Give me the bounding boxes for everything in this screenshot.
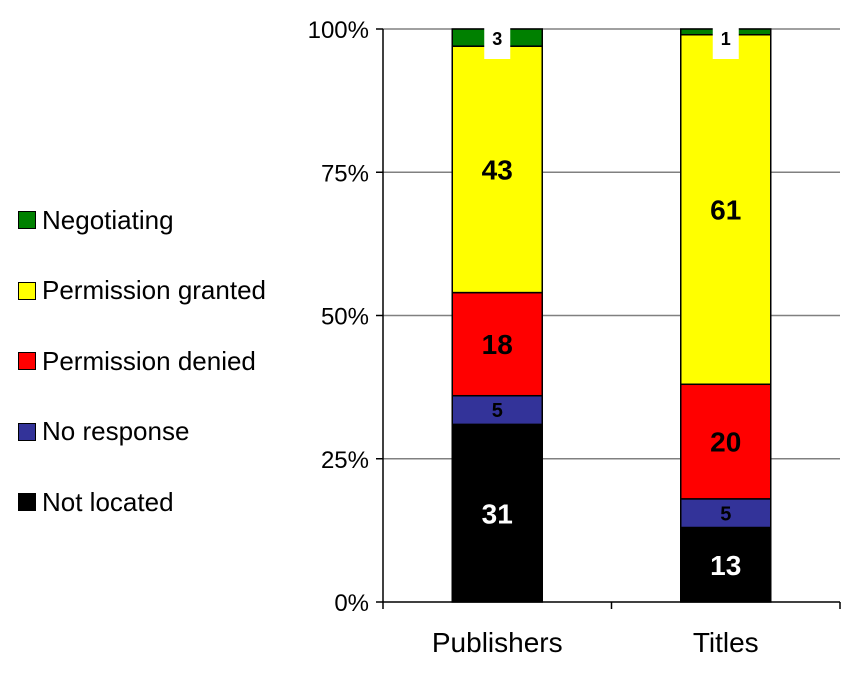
bar-segment-not-located — [451, 423, 543, 603]
legend-swatch — [18, 493, 36, 511]
legend-label: Negotiating — [42, 204, 174, 235]
x-category-label: Publishers — [432, 627, 563, 658]
legend-swatch — [18, 422, 36, 441]
bar-segment-permission-granted — [451, 45, 543, 294]
data-label-background — [484, 27, 511, 59]
legend-label: Permission denied — [42, 345, 256, 376]
y-tick-label: 75% — [321, 160, 369, 187]
data-label: 3 — [492, 29, 502, 49]
bar-segment-permission-denied — [680, 383, 772, 500]
y-axis-ticks: 0% 25% 50% 75% 100% — [308, 17, 383, 617]
data-label: 61 — [710, 195, 741, 226]
data-label: 1 — [721, 29, 731, 49]
legend-swatch — [18, 352, 36, 370]
y-tick-label: 100% — [308, 17, 369, 44]
data-label: 43 — [482, 154, 513, 185]
data-label: 13 — [710, 550, 741, 581]
legend-label: No response — [42, 416, 190, 446]
data-label: 5 — [720, 503, 731, 525]
bar-segment-permission-granted — [680, 33, 772, 386]
legend-label: Permission granted — [42, 275, 266, 305]
data-label-background — [712, 27, 739, 59]
legend-swatch — [18, 211, 36, 229]
bars: 31 5 18 43 3 13 5 20 61 1 — [451, 27, 772, 603]
legend-item-permission-denied: Permission denied — [18, 346, 256, 376]
legend-item-not-located: Not located — [18, 487, 174, 517]
legend-item-negotiating: Negotiating — [18, 205, 174, 235]
legend-item-permission-granted: Permission granted — [18, 275, 266, 306]
bar-segment-no-response — [451, 394, 543, 426]
y-tick-label: 25% — [321, 447, 369, 474]
x-category-label: Titles — [693, 627, 759, 658]
data-label: 18 — [482, 329, 513, 360]
data-label: 5 — [492, 400, 503, 422]
bar-segment-permission-denied — [451, 291, 543, 397]
y-tick-label: 0% — [334, 590, 369, 617]
bar-segment-no-response — [680, 498, 772, 529]
legend-label: Not located — [42, 486, 174, 517]
category-labels: Publishers Titles — [432, 627, 759, 658]
legend-swatch — [18, 281, 36, 300]
data-label: 31 — [482, 498, 513, 529]
y-tick-label: 50% — [321, 304, 369, 331]
data-label: 20 — [710, 427, 741, 458]
legend-item-no-response: No response — [18, 416, 190, 447]
bar-segment-not-located — [680, 526, 772, 603]
